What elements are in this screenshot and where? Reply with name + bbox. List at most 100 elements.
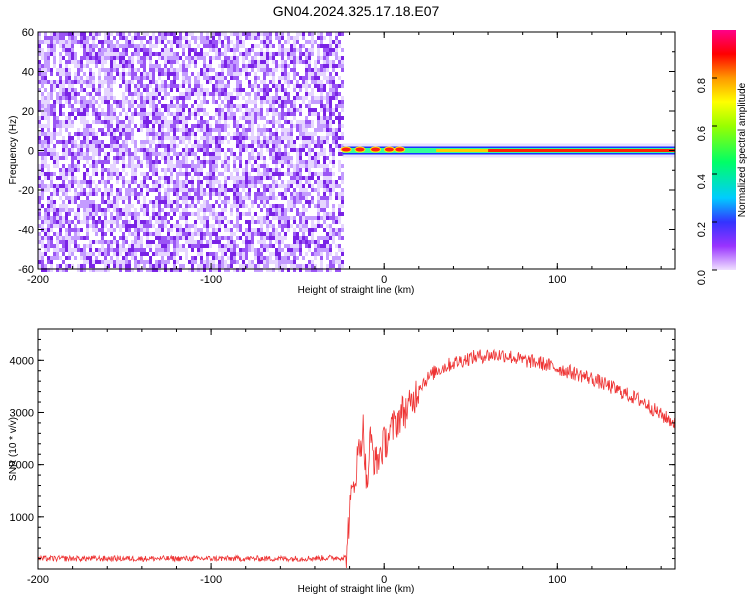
spectrogram-cell: [179, 116, 182, 120]
spectrogram-cell: [143, 156, 146, 160]
spectrogram-cell: [170, 120, 173, 124]
spectrogram-cell: [134, 140, 137, 144]
spectrogram-cell: [47, 168, 50, 172]
spectrogram-cell: [71, 184, 74, 188]
spectrogram-cell: [236, 144, 239, 148]
spectrogram-cell: [149, 232, 152, 236]
spectrogram-cell: [323, 136, 326, 140]
spectrogram-cell: [314, 128, 317, 132]
spectrogram-cell: [317, 216, 320, 220]
spectrogram-cell: [83, 100, 86, 104]
spectrogram-cell: [83, 52, 86, 56]
spectrogram-cell: [269, 132, 272, 136]
spectrogram-cell: [293, 116, 296, 120]
spectrogram-cell: [59, 80, 62, 84]
spectrogram-cell: [212, 32, 215, 36]
spectrogram-cell: [149, 40, 152, 44]
spectrogram-cell: [329, 168, 332, 172]
spectrogram-cell: [74, 240, 77, 244]
spectrogram-cell: [332, 256, 335, 260]
spectrogram-cell: [254, 256, 257, 260]
spectrogram-cell: [272, 232, 275, 236]
spectrogram-cell: [320, 68, 323, 72]
spectrogram-cell: [320, 80, 323, 84]
spectrogram-cell: [50, 84, 53, 88]
spectrogram-cell: [47, 148, 50, 152]
spectrogram-cell: [110, 248, 113, 252]
spectrogram-cell: [98, 72, 101, 76]
spectrogram-cell: [104, 92, 107, 96]
spectrogram-cell: [188, 44, 191, 48]
spectrogram-cell: [41, 152, 44, 156]
spectrogram-cell: [104, 192, 107, 196]
spectrogram-cell: [41, 220, 44, 224]
spectrogram-cell: [89, 224, 92, 228]
spectrogram-cell: [215, 72, 218, 76]
spectrogram-cell: [242, 88, 245, 92]
spectrogram-cell: [260, 164, 263, 168]
spectrogram-cell: [311, 36, 314, 40]
spectrogram-cell: [158, 56, 161, 60]
spectrogram-cell: [89, 200, 92, 204]
spectrogram-cell: [107, 124, 110, 128]
spectrogram-cell: [167, 256, 170, 260]
spectrogram-cell: [248, 192, 251, 196]
spectrogram-cell: [203, 204, 206, 208]
spectrogram-cell: [95, 188, 98, 192]
spectrogram-cell: [173, 40, 176, 44]
spectrogram-cell: [266, 228, 269, 232]
spectrogram-cell: [296, 120, 299, 124]
spectrogram-cell: [302, 232, 305, 236]
spectrogram-cell: [323, 84, 326, 88]
spectrogram-cell: [287, 76, 290, 80]
spectrogram-cell: [251, 200, 254, 204]
spectrogram-cell: [113, 228, 116, 232]
spectrogram-cell: [98, 188, 101, 192]
spectrogram-cell: [167, 200, 170, 204]
spectrogram-cell: [317, 76, 320, 80]
spectrogram-cell: [146, 260, 149, 264]
spectrogram-cell: [251, 116, 254, 120]
spectrogram-cell: [170, 136, 173, 140]
spectrogram-cell: [335, 36, 338, 40]
spectrogram-cell: [332, 60, 335, 64]
spectrogram-cell: [341, 264, 344, 268]
spectrogram-cell: [128, 212, 131, 216]
spectrogram-cell: [338, 64, 341, 68]
spectrogram-cell: [62, 36, 65, 40]
spectrogram-cell: [182, 244, 185, 248]
spectrogram-cell: [131, 204, 134, 208]
spectrogram-cell: [326, 104, 329, 108]
spectrogram-cell: [230, 208, 233, 212]
spectrogram-cell: [65, 196, 68, 200]
spectrogram-cell: [47, 224, 50, 228]
spectrogram-cell: [263, 264, 266, 268]
spectrogram-cell: [224, 32, 227, 36]
spectrogram-cell: [98, 248, 101, 252]
spectrogram-cell: [110, 40, 113, 44]
spectrogram-cell: [179, 256, 182, 260]
spectrogram-cell: [191, 88, 194, 92]
spectrogram-cell: [221, 212, 224, 216]
spectrogram-cell: [173, 188, 176, 192]
spectrogram-cell: [233, 64, 236, 68]
spectrogram-cell: [143, 176, 146, 180]
spectrogram-cell: [233, 48, 236, 52]
spectrogram-cell: [197, 56, 200, 60]
spectrogram-cell: [197, 252, 200, 256]
spectrogram-cell: [194, 228, 197, 232]
spectrogram-cell: [227, 168, 230, 172]
spectrogram-cell: [230, 68, 233, 72]
spectrogram-cell: [53, 144, 56, 148]
spectrogram-cell: [308, 100, 311, 104]
spectrogram-cell: [122, 256, 125, 260]
spectrogram-cell: [116, 116, 119, 120]
spectrogram-cell: [218, 80, 221, 84]
spectrogram-cell: [260, 260, 263, 264]
spectrogram-cell: [68, 68, 71, 72]
spectrogram-cell: [335, 32, 338, 36]
spectrogram-cell: [188, 244, 191, 248]
spectrogram-cell: [113, 64, 116, 68]
spectrogram-cell: [80, 32, 83, 36]
spectrogram-cell: [341, 100, 344, 104]
